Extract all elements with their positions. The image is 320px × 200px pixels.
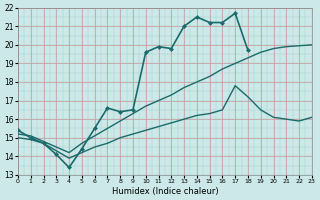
X-axis label: Humidex (Indice chaleur): Humidex (Indice chaleur) [112,187,218,196]
